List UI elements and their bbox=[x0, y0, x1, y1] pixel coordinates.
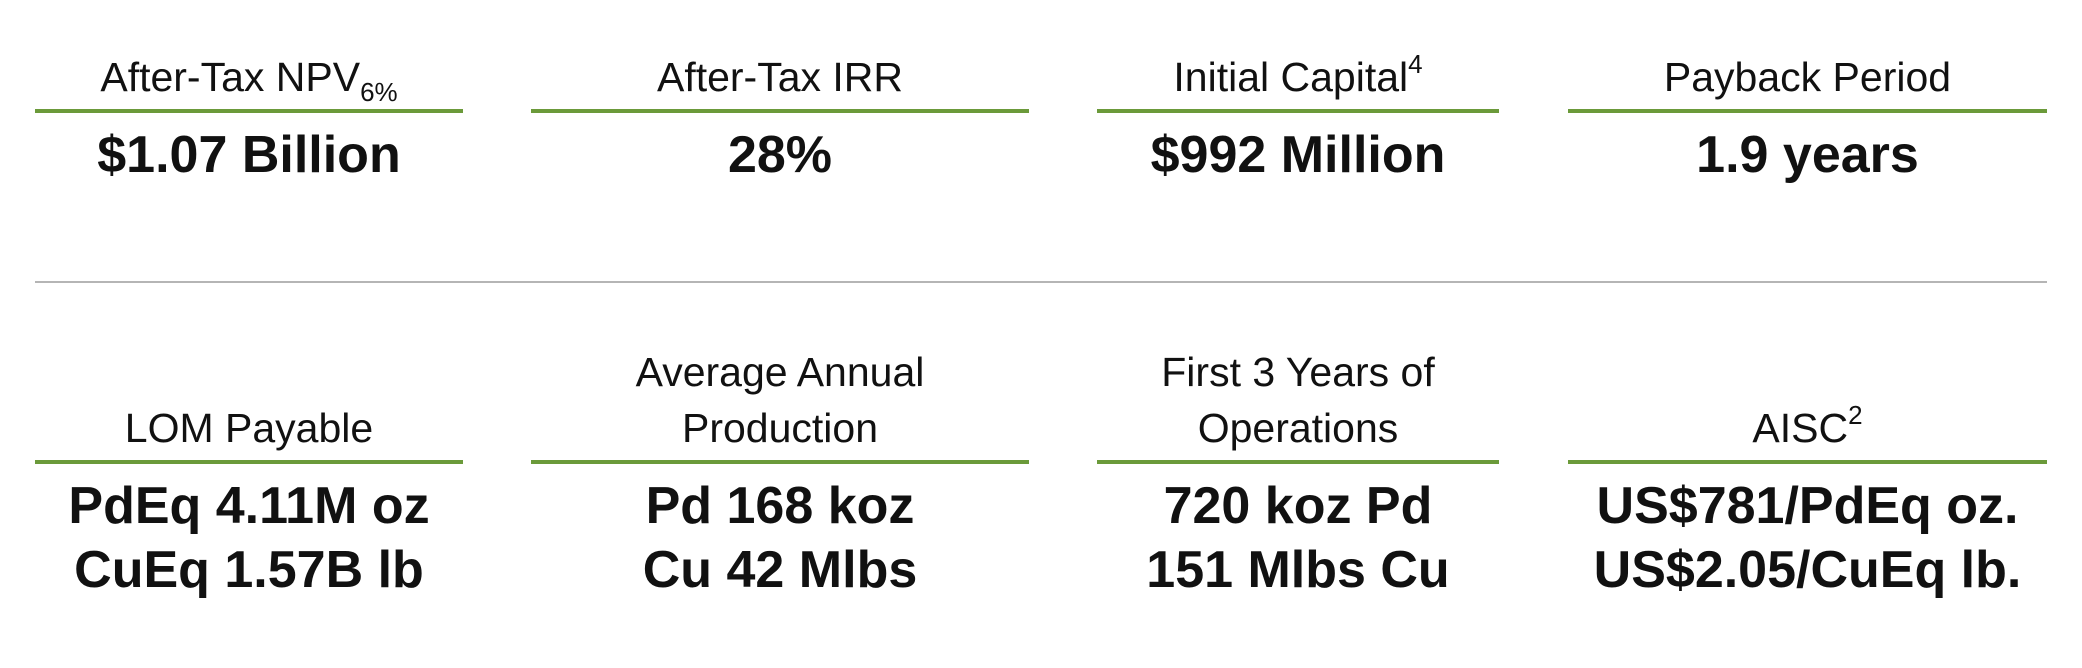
metric-label: LOM Payable bbox=[35, 344, 463, 456]
metric-label-text: Initial Capital bbox=[1173, 54, 1409, 100]
metric-label-text: Payback Period bbox=[1663, 54, 1952, 100]
metric-label-line: Operations bbox=[1197, 405, 1399, 451]
metric-value: $1.07 Billion bbox=[35, 123, 463, 187]
metric-label-line: Average Annual bbox=[635, 349, 925, 395]
metric-underline bbox=[531, 460, 1029, 464]
metric-label: AISC2 bbox=[1568, 344, 2047, 456]
metric-label: After-Tax NPV6% bbox=[35, 49, 463, 105]
metric-value: US$781/PdEq oz. US$2.05/CuEq lb. bbox=[1568, 474, 2047, 602]
metric-label-line: LOM Payable bbox=[124, 405, 374, 451]
metric-underline bbox=[35, 109, 463, 113]
metric-value: $992 Million bbox=[1097, 123, 1499, 187]
metric-value-line: CuEq 1.57B lb bbox=[74, 541, 424, 599]
metric-value-line: 720 koz Pd bbox=[1163, 477, 1433, 535]
metric-aisc: AISC2 US$781/PdEq oz. US$2.05/CuEq lb. bbox=[1568, 344, 2047, 602]
metric-underline bbox=[1097, 460, 1499, 464]
metric-label-subscript: 6% bbox=[360, 77, 398, 107]
metric-label: Average Annual Production bbox=[531, 344, 1029, 456]
metric-value: Pd 168 koz Cu 42 Mlbs bbox=[531, 474, 1029, 602]
metric-label-line: First 3 Years of bbox=[1161, 349, 1435, 395]
metric-label: Payback Period bbox=[1568, 49, 2047, 105]
metric-label-text: AISC bbox=[1752, 405, 1849, 451]
metric-underline bbox=[35, 460, 463, 464]
metric-underline bbox=[531, 109, 1029, 113]
metric-value: PdEq 4.11M oz CuEq 1.57B lb bbox=[35, 474, 463, 602]
metric-value-line: 1.9 years bbox=[1696, 126, 1919, 184]
metric-label: After-Tax IRR bbox=[531, 49, 1029, 105]
metric-label-text: After-Tax NPV bbox=[100, 54, 361, 100]
metric-label-text: After-Tax IRR bbox=[656, 54, 904, 100]
metric-underline bbox=[1568, 460, 2047, 464]
metric-underline bbox=[1568, 109, 2047, 113]
metric-value-line: 151 Mlbs Cu bbox=[1146, 541, 1450, 599]
section-divider bbox=[35, 281, 2047, 283]
metric-value-line: US$2.05/CuEq lb. bbox=[1593, 541, 2022, 599]
footnote-marker: 2 bbox=[1848, 400, 1863, 430]
metric-value-line: Cu 42 Mlbs bbox=[642, 541, 918, 599]
metric-average-annual-production: Average Annual Production Pd 168 koz Cu … bbox=[531, 344, 1029, 602]
metric-value: 1.9 years bbox=[1568, 123, 2047, 187]
metric-lom-payable: LOM Payable PdEq 4.11M oz CuEq 1.57B lb bbox=[35, 344, 463, 602]
metric-value-line: $1.07 Billion bbox=[97, 126, 401, 184]
metric-value: 720 koz Pd 151 Mlbs Cu bbox=[1097, 474, 1499, 602]
metric-initial-capital: Initial Capital4 $992 Million bbox=[1097, 49, 1499, 187]
metric-value-line: 28% bbox=[727, 126, 833, 184]
metric-value-line: PdEq 4.11M oz bbox=[68, 477, 430, 535]
metric-value-line: $992 Million bbox=[1150, 126, 1446, 184]
metric-value-line: Pd 168 koz bbox=[645, 477, 915, 535]
metric-payback-period: Payback Period 1.9 years bbox=[1568, 49, 2047, 187]
metric-value: 28% bbox=[531, 123, 1029, 187]
metric-first-3-years: First 3 Years of Operations 720 koz Pd 1… bbox=[1097, 344, 1499, 602]
metric-value-line: US$781/PdEq oz. bbox=[1596, 477, 2019, 535]
metric-label: Initial Capital4 bbox=[1097, 49, 1499, 105]
metric-underline bbox=[1097, 109, 1499, 113]
footnote-marker: 4 bbox=[1408, 49, 1423, 79]
metric-label: First 3 Years of Operations bbox=[1097, 344, 1499, 456]
metric-label-line: Production bbox=[681, 405, 878, 451]
metric-after-tax-irr: After-Tax IRR 28% bbox=[531, 49, 1029, 187]
metric-after-tax-npv: After-Tax NPV6% $1.07 Billion bbox=[35, 49, 463, 187]
